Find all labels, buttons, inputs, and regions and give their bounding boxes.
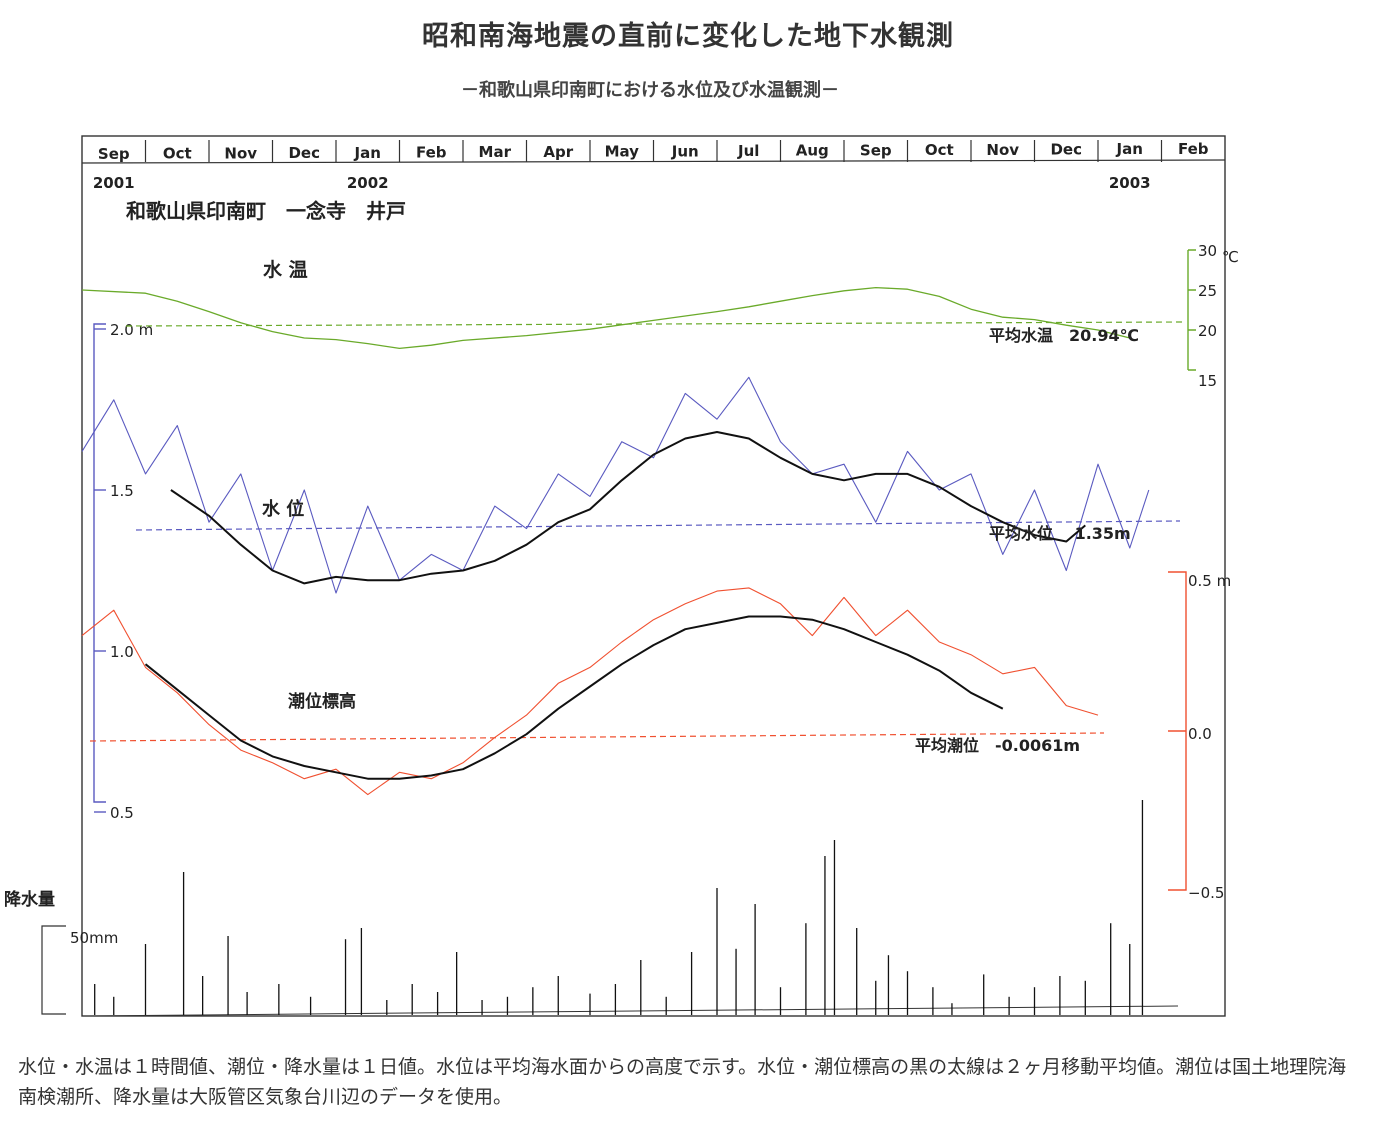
month-tick-label: Sep — [98, 145, 130, 163]
tide-axis-tick-label: −0.5 — [1188, 884, 1224, 902]
temp-axis-tick-label: 20 — [1198, 322, 1217, 340]
tide-axis-tick-label: 0.5 m — [1188, 572, 1231, 590]
month-tick-label: Mar — [479, 143, 512, 161]
month-tick-label: Oct — [925, 141, 954, 159]
level-series-label: 水 位 — [262, 498, 304, 520]
level-axis-tick-label: 1.0 — [110, 643, 134, 661]
level-axis-tick-label: 1.5 — [110, 482, 134, 500]
tide-axis-tick-label: 0.0 — [1188, 725, 1212, 743]
month-tick-label: Jun — [671, 142, 699, 160]
temp-axis-tick-label: 25 — [1198, 282, 1217, 300]
level-axis-tick-label: 2.0 m — [110, 321, 153, 339]
water-level-moving-average-line — [170, 431, 1086, 585]
rain-scale-bracket — [41, 925, 66, 1015]
month-tick-label: Nov — [224, 144, 257, 162]
month-tick-label: Feb — [416, 144, 447, 162]
temp-axis-tick-label: 30 — [1198, 242, 1217, 260]
tide-moving-average-line — [144, 615, 1004, 780]
temp-axis-tick-label: 15 — [1198, 372, 1217, 390]
month-tick-label: Dec — [1050, 141, 1082, 159]
month-tick-label: May — [605, 143, 640, 161]
rain-baseline — [87, 1005, 1179, 1017]
rain-axis-label: 降水量 — [4, 889, 55, 910]
month-tick-label: Apr — [543, 143, 573, 161]
month-tick-label: Jan — [1116, 140, 1143, 158]
level-axis-bracket — [93, 323, 106, 803]
month-tick-label: Dec — [288, 144, 320, 162]
water-level-line — [81, 376, 1150, 594]
figure-caption: 水位・水温は１時間値、潮位・降水量は１日値。水位は平均海水面からの高度で示す。水… — [18, 1056, 1347, 1108]
month-tick-label: Jul — [737, 142, 759, 160]
tide-series-label: 潮位標高 — [288, 691, 356, 712]
month-tick-label: Feb — [1178, 140, 1209, 158]
temp-mean-line — [125, 321, 1184, 327]
temp-series-label: 水 温 — [263, 259, 308, 281]
tide-line — [81, 587, 1099, 796]
tide-mean-label: 平均潮位 -0.0061m — [915, 736, 1080, 755]
year-label: 2001 — [93, 174, 135, 192]
temp-mean-label: 平均水温 20.94℃ — [989, 326, 1139, 345]
temp-line — [81, 286, 1130, 350]
plot-frame — [81, 135, 1226, 1017]
page-title: 昭和南海地震の直前に変化した地下水観測 — [422, 21, 954, 52]
year-label: 2003 — [1109, 174, 1151, 192]
level-axis-tick-label: 0.5 — [110, 804, 134, 822]
temp-axis-bracket — [1187, 249, 1196, 371]
page-subtitle: －和歌山県印南町における水位及び水温観測－ — [461, 80, 839, 101]
month-tick-label: Sep — [860, 141, 892, 159]
tide-axis-bracket — [1168, 571, 1187, 891]
rain-scale-tick: 50mm — [70, 929, 118, 947]
temp-axis-unit: ℃ — [1222, 248, 1239, 266]
month-tick-label: Nov — [986, 141, 1019, 159]
month-tick-label: Oct — [163, 145, 192, 163]
level-mean-label: 平均水位 1.35m — [989, 524, 1131, 543]
tide-mean-line — [89, 732, 1105, 742]
station-label: 和歌山県印南町 一念寺 井戸 — [126, 199, 406, 223]
year-label: 2002 — [347, 174, 389, 192]
month-tick-label: Aug — [796, 142, 829, 160]
month-tick-label: Jan — [354, 144, 381, 162]
